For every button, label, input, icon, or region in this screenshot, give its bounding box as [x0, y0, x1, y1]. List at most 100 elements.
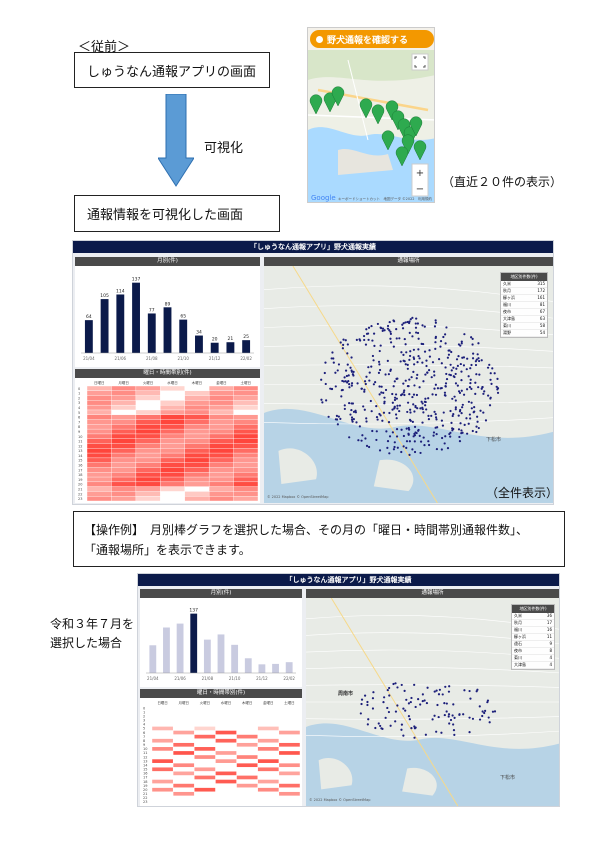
report-point[interactable]	[476, 353, 479, 356]
report-point[interactable]	[425, 364, 428, 368]
report-point[interactable]	[396, 686, 399, 689]
bar-22/02[interactable]	[285, 662, 293, 673]
report-point[interactable]	[419, 703, 422, 706]
report-point[interactable]	[348, 401, 351, 405]
report-point[interactable]	[469, 417, 472, 420]
heatmap-cell[interactable]	[233, 414, 258, 420]
bar-21/06[interactable]	[176, 623, 184, 673]
report-point[interactable]	[456, 384, 459, 387]
report-point[interactable]	[411, 316, 414, 319]
report-point[interactable]	[325, 399, 328, 402]
report-point[interactable]	[478, 373, 481, 376]
report-point[interactable]	[335, 414, 339, 417]
report-point[interactable]	[413, 736, 416, 739]
report-point[interactable]	[383, 396, 386, 399]
report-point[interactable]	[404, 321, 407, 324]
legend-row[interactable]: 櫛ヶ浜 161	[501, 295, 547, 302]
report-point[interactable]	[400, 723, 404, 726]
report-point[interactable]	[484, 419, 488, 422]
heatmap-cell[interactable]	[209, 486, 234, 492]
report-point[interactable]	[468, 730, 471, 734]
report-point[interactable]	[427, 418, 431, 421]
heatmap-cell[interactable]	[215, 771, 237, 776]
report-point[interactable]	[457, 390, 461, 393]
report-point[interactable]	[471, 717, 475, 720]
report-point[interactable]	[421, 693, 424, 696]
heatmap-cell[interactable]	[184, 477, 209, 482]
report-point[interactable]	[421, 324, 424, 327]
report-point[interactable]	[449, 718, 453, 722]
report-point[interactable]	[458, 435, 461, 439]
report-point[interactable]	[471, 429, 474, 433]
heatmap-cell[interactable]	[87, 458, 112, 463]
report-point[interactable]	[379, 414, 382, 417]
report-point[interactable]	[421, 699, 424, 703]
report-point[interactable]	[496, 377, 499, 381]
report-point[interactable]	[380, 385, 383, 388]
report-point[interactable]	[421, 361, 424, 364]
report-point[interactable]	[336, 369, 339, 372]
report-point[interactable]	[416, 373, 419, 376]
report-point[interactable]	[481, 710, 484, 713]
report-point[interactable]	[406, 367, 409, 370]
report-point[interactable]	[321, 401, 324, 404]
report-point[interactable]	[392, 345, 395, 348]
heatmap-cell[interactable]	[233, 434, 258, 439]
report-point[interactable]	[381, 419, 384, 422]
bar-21/08[interactable]	[147, 313, 156, 353]
report-point[interactable]	[460, 342, 463, 345]
report-point[interactable]	[454, 399, 457, 402]
report-point[interactable]	[438, 688, 441, 691]
report-point[interactable]	[403, 689, 406, 692]
heatmap-cell[interactable]	[233, 491, 258, 497]
report-point[interactable]	[450, 350, 453, 354]
report-point[interactable]	[470, 336, 473, 339]
report-point[interactable]	[332, 361, 335, 364]
report-point[interactable]	[471, 357, 475, 360]
report-point[interactable]	[346, 381, 349, 384]
heatmap-cell[interactable]	[233, 448, 258, 453]
report-point[interactable]	[453, 733, 456, 736]
report-point[interactable]	[389, 341, 393, 344]
bar-21/04[interactable]	[84, 320, 93, 353]
heatmap-cell[interactable]	[87, 467, 112, 473]
report-point[interactable]	[487, 394, 490, 397]
report-point[interactable]	[449, 435, 452, 438]
report-point[interactable]	[463, 689, 466, 692]
heatmap-cell[interactable]	[209, 390, 234, 396]
bar-21/12[interactable]	[210, 342, 219, 353]
report-point[interactable]	[411, 420, 414, 423]
weekday-hour-heatmap[interactable]: 日曜日 月曜日 火曜日 水曜日 木曜日 金曜日 土曜日0123456789101112131…	[75, 378, 260, 503]
report-point[interactable]	[477, 342, 480, 345]
report-point[interactable]	[395, 435, 399, 438]
report-point[interactable]	[420, 342, 423, 345]
report-point[interactable]	[475, 373, 478, 376]
heatmap-cell[interactable]	[136, 395, 161, 401]
report-point[interactable]	[394, 720, 397, 723]
heatmap-cell[interactable]	[233, 443, 258, 449]
report-point[interactable]	[352, 410, 356, 413]
report-point[interactable]	[446, 356, 449, 359]
heatmap-cell[interactable]	[136, 482, 161, 487]
report-point[interactable]	[433, 374, 436, 377]
report-point[interactable]	[402, 707, 405, 710]
heatmap-cell[interactable]	[87, 414, 112, 420]
heatmap-cell[interactable]	[160, 477, 185, 482]
heatmap-cell[interactable]	[87, 482, 112, 487]
heatmap-cell[interactable]	[111, 395, 136, 401]
report-point[interactable]	[488, 721, 491, 724]
heatmap-cell[interactable]	[184, 429, 209, 434]
report-point[interactable]	[482, 411, 485, 414]
heatmap-cell[interactable]	[136, 419, 161, 425]
report-point[interactable]	[378, 363, 381, 366]
heatmap-cell[interactable]	[136, 467, 161, 473]
heatmap-cell[interactable]	[160, 486, 185, 492]
bar-21/10[interactable]	[179, 319, 188, 353]
report-point[interactable]	[452, 703, 455, 706]
heatmap-cell[interactable]	[184, 496, 209, 501]
report-point[interactable]	[411, 448, 414, 451]
report-point[interactable]	[348, 383, 351, 386]
heatmap-cell[interactable]	[87, 496, 112, 501]
report-point[interactable]	[459, 408, 462, 412]
report-point[interactable]	[400, 450, 403, 454]
